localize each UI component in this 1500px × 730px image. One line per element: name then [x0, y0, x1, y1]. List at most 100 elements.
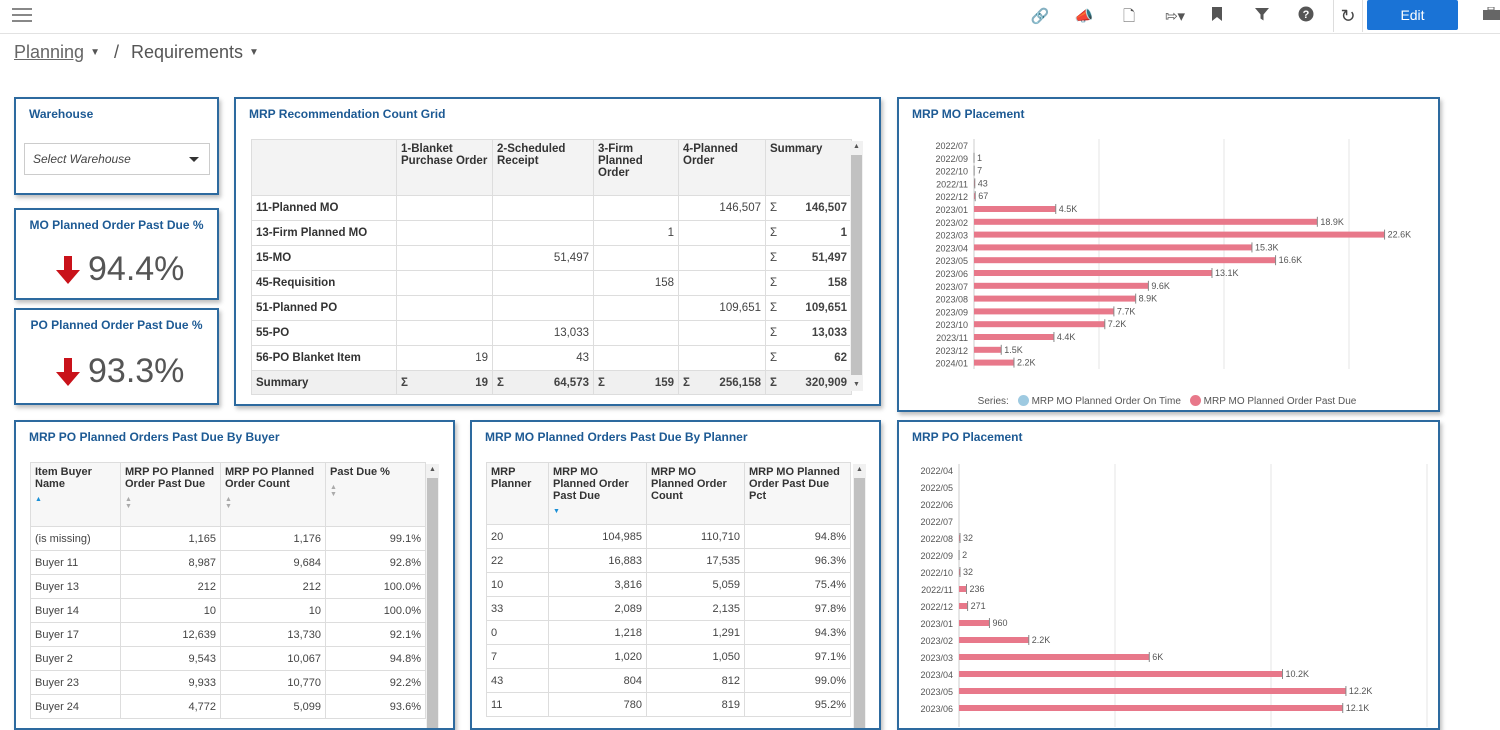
column-header[interactable]: MRP PO Planned Order Count ▲ ▼ — [220, 462, 326, 527]
column-header[interactable]: 3-Firm Planned Order — [593, 139, 679, 196]
table-row[interactable]: 20 104,985 110,710 94.8% — [486, 524, 851, 549]
summary-value: 19 — [475, 376, 488, 389]
data-label: 12.2K — [1349, 686, 1373, 696]
scrollbar-thumb[interactable] — [854, 478, 865, 728]
vertical-scrollbar[interactable]: ▲ ▼ — [850, 141, 863, 391]
document-icon[interactable]: 🗋 — [1122, 8, 1136, 25]
table-cell: 9,684 — [220, 550, 326, 575]
table-cell: 92.8% — [325, 550, 426, 575]
scroll-up-icon[interactable]: ▲ — [429, 466, 436, 473]
sort-asc-icon[interactable]: ▲ — [35, 496, 42, 503]
table-cell: Buyer 11 — [30, 550, 121, 575]
table-row[interactable]: Buyer 13 212 212 100.0% — [30, 574, 426, 599]
bar — [974, 257, 1276, 264]
table-cell: 92.1% — [325, 622, 426, 647]
link-icon[interactable]: 🔗 — [1030, 8, 1050, 25]
table-cell: 16,883 — [548, 548, 647, 573]
scrollbar-thumb[interactable] — [851, 155, 862, 375]
row-summary: 1 — [779, 220, 852, 246]
table-row[interactable]: 10 3,816 5,059 75.4% — [486, 572, 851, 597]
table-row[interactable]: 33 2,089 2,135 97.8% — [486, 596, 851, 621]
column-header[interactable]: MRP PO Planned Order Past Due ▲ ▼ — [120, 462, 221, 527]
table-row[interactable]: Buyer 17 12,639 13,730 92.1% — [30, 622, 426, 647]
table-row[interactable]: 22 16,883 17,535 96.3% — [486, 548, 851, 573]
bar — [974, 308, 1114, 315]
breadcrumb-planning[interactable]: Planning — [14, 42, 85, 62]
table-row[interactable]: Buyer 2 9,543 10,067 94.8% — [30, 646, 426, 671]
data-label: 960 — [992, 618, 1007, 628]
briefcase-icon[interactable] — [1482, 6, 1500, 28]
grid-cell — [492, 295, 594, 321]
grid-row: 11-Planned MO 146,507 Σ 146,507 — [251, 195, 852, 221]
table-row[interactable]: 11 780 819 95.2% — [486, 692, 851, 717]
bar — [974, 282, 1149, 289]
bar — [959, 637, 1029, 643]
row-summary: 62 — [779, 345, 852, 371]
sigma-icon: Σ — [765, 270, 780, 296]
bar — [974, 244, 1252, 251]
refresh-icon[interactable]: ↻ — [1333, 0, 1363, 32]
category-label: 2022/07 — [920, 517, 953, 527]
vertical-scrollbar[interactable]: ▲ — [853, 464, 866, 728]
sort-desc-icon[interactable]: ▼ — [553, 508, 560, 515]
grid-cell — [678, 320, 766, 346]
row-label: 15-MO — [251, 245, 397, 271]
table-row[interactable]: Buyer 23 9,933 10,770 92.2% — [30, 670, 426, 695]
menu-icon[interactable] — [12, 8, 32, 24]
column-header[interactable]: MRP MO Planned Order Past Due Pct — [744, 462, 851, 525]
scrollbar-thumb[interactable] — [427, 478, 438, 728]
column-header[interactable]: Past Due % ▲ ▼ — [325, 462, 426, 527]
column-header[interactable]: Summary — [765, 139, 852, 196]
kpi-title: PO Planned Order Past Due % — [30, 318, 203, 332]
sort-icon[interactable]: ▲ ▼ — [125, 496, 132, 510]
data-label: 13.1K — [1215, 268, 1239, 278]
column-header[interactable]: 4-Planned Order — [678, 139, 766, 196]
table-cell: 1,020 — [548, 644, 647, 669]
grid-cell — [593, 295, 679, 321]
chevron-down-icon[interactable]: ▼ — [249, 47, 259, 58]
legend-item[interactable]: MRP MO Planned Order On Time — [1031, 396, 1181, 407]
top-toolbar: 🔗 📣 🗋 ⇰▾ ? ↻ Edit — [0, 0, 1500, 34]
warehouse-select[interactable]: Select Warehouse — [24, 143, 210, 175]
scroll-down-icon[interactable]: ▼ — [853, 381, 860, 388]
megaphone-icon[interactable]: 📣 — [1074, 8, 1094, 25]
column-header[interactable]: MRP Planner — [486, 462, 549, 525]
column-header[interactable]: Item Buyer Name ▲ — [30, 462, 121, 527]
column-header[interactable]: 1-Blanket Purchase Order — [396, 139, 493, 196]
help-icon[interactable]: ? — [1295, 6, 1317, 28]
filter-icon[interactable] — [1251, 6, 1273, 28]
vertical-scrollbar[interactable]: ▲ — [426, 464, 439, 728]
table-row[interactable]: (is missing) 1,165 1,176 99.1% — [30, 526, 426, 551]
header-label: Past Due % — [330, 466, 390, 478]
table-row[interactable]: Buyer 14 10 10 100.0% — [30, 598, 426, 623]
scroll-up-icon[interactable]: ▲ — [853, 143, 860, 150]
export-icon[interactable]: ⇰▾ — [1164, 8, 1186, 25]
sort-icon[interactable]: ▲ ▼ — [330, 484, 337, 498]
row-label: 45-Requisition — [251, 270, 397, 296]
table-row[interactable]: Buyer 11 8,987 9,684 92.8% — [30, 550, 426, 575]
legend-item[interactable]: MRP MO Planned Order Past Due — [1203, 396, 1357, 407]
table-cell: 95.2% — [744, 692, 851, 717]
bar — [959, 620, 990, 626]
column-header[interactable]: MRP MO Planned Order Count — [646, 462, 745, 525]
category-label: 2022/11 — [936, 179, 968, 189]
grid-cell: 51,497 — [492, 245, 594, 271]
table-cell: 212 — [220, 574, 326, 599]
table-row[interactable]: 43 804 812 99.0% — [486, 668, 851, 693]
table-cell: Buyer 23 — [30, 670, 121, 695]
grid-cell — [678, 345, 766, 371]
row-summary: 146,507 — [779, 195, 852, 221]
column-header[interactable]: MRP MO Planned Order Past Due ▼ — [548, 462, 647, 525]
sort-icon[interactable]: ▲ ▼ — [225, 496, 232, 510]
chevron-down-icon[interactable]: ▼ — [90, 47, 100, 58]
table-cell: 13,730 — [220, 622, 326, 647]
table-row[interactable]: 7 1,020 1,050 97.1% — [486, 644, 851, 669]
scroll-up-icon[interactable]: ▲ — [856, 466, 863, 473]
table-row[interactable]: 0 1,218 1,291 94.3% — [486, 620, 851, 645]
bookmark-icon[interactable] — [1206, 6, 1228, 28]
edit-button[interactable]: Edit — [1367, 0, 1458, 30]
column-header[interactable]: 2-Scheduled Receipt — [492, 139, 594, 196]
table-row[interactable]: Buyer 24 4,772 5,099 93.6% — [30, 694, 426, 719]
grid-cell — [396, 320, 493, 346]
table-cell: 12,639 — [120, 622, 221, 647]
